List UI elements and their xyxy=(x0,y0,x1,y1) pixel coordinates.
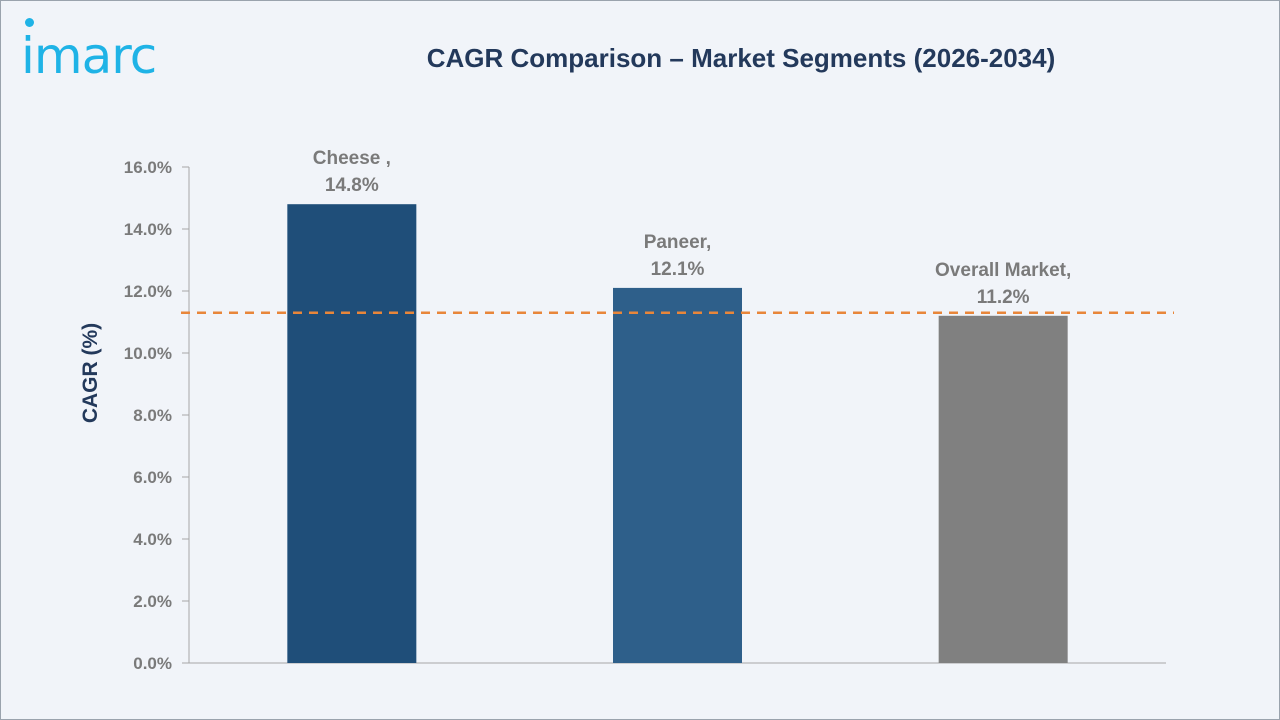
y-tick-label: 14.0% xyxy=(124,220,172,239)
imarc-logo: imarc xyxy=(21,18,157,81)
chart-title: CAGR Comparison – Market Segments (2026-… xyxy=(426,43,1056,73)
data-label: Overall Market, xyxy=(935,260,1071,281)
y-tick-label: 12.0% xyxy=(124,282,172,301)
data-label: 12.1% xyxy=(651,259,705,280)
data-label: 14.8% xyxy=(325,175,379,196)
y-tick-label: 2.0% xyxy=(133,592,172,611)
plot-area: 0.0% 2.0% 4.0% 6.0% 8.0% 10.0% 12.0% 14.0% 16.0%… xyxy=(124,148,1174,673)
y-tick-label: 10.0% xyxy=(124,344,172,363)
bar-overall-market xyxy=(938,315,1068,663)
data-label: Cheese , xyxy=(313,148,391,169)
y-tick-label: 0.0% xyxy=(133,654,172,673)
y-tick-label: 16.0% xyxy=(124,158,172,177)
bar-paneer xyxy=(613,287,742,663)
logo-dot xyxy=(25,18,34,27)
data-label: 11.2% xyxy=(977,287,1030,308)
y-tick-label: 8.0% xyxy=(133,406,172,425)
data-label: Paneer, xyxy=(644,232,712,253)
y-axis-label: CAGR (%) xyxy=(79,323,102,423)
logo-text: imarc xyxy=(21,27,157,85)
y-tick-label: 4.0% xyxy=(133,530,172,549)
y-tick-label: 6.0% xyxy=(133,468,172,487)
bar-cheese xyxy=(287,204,417,663)
